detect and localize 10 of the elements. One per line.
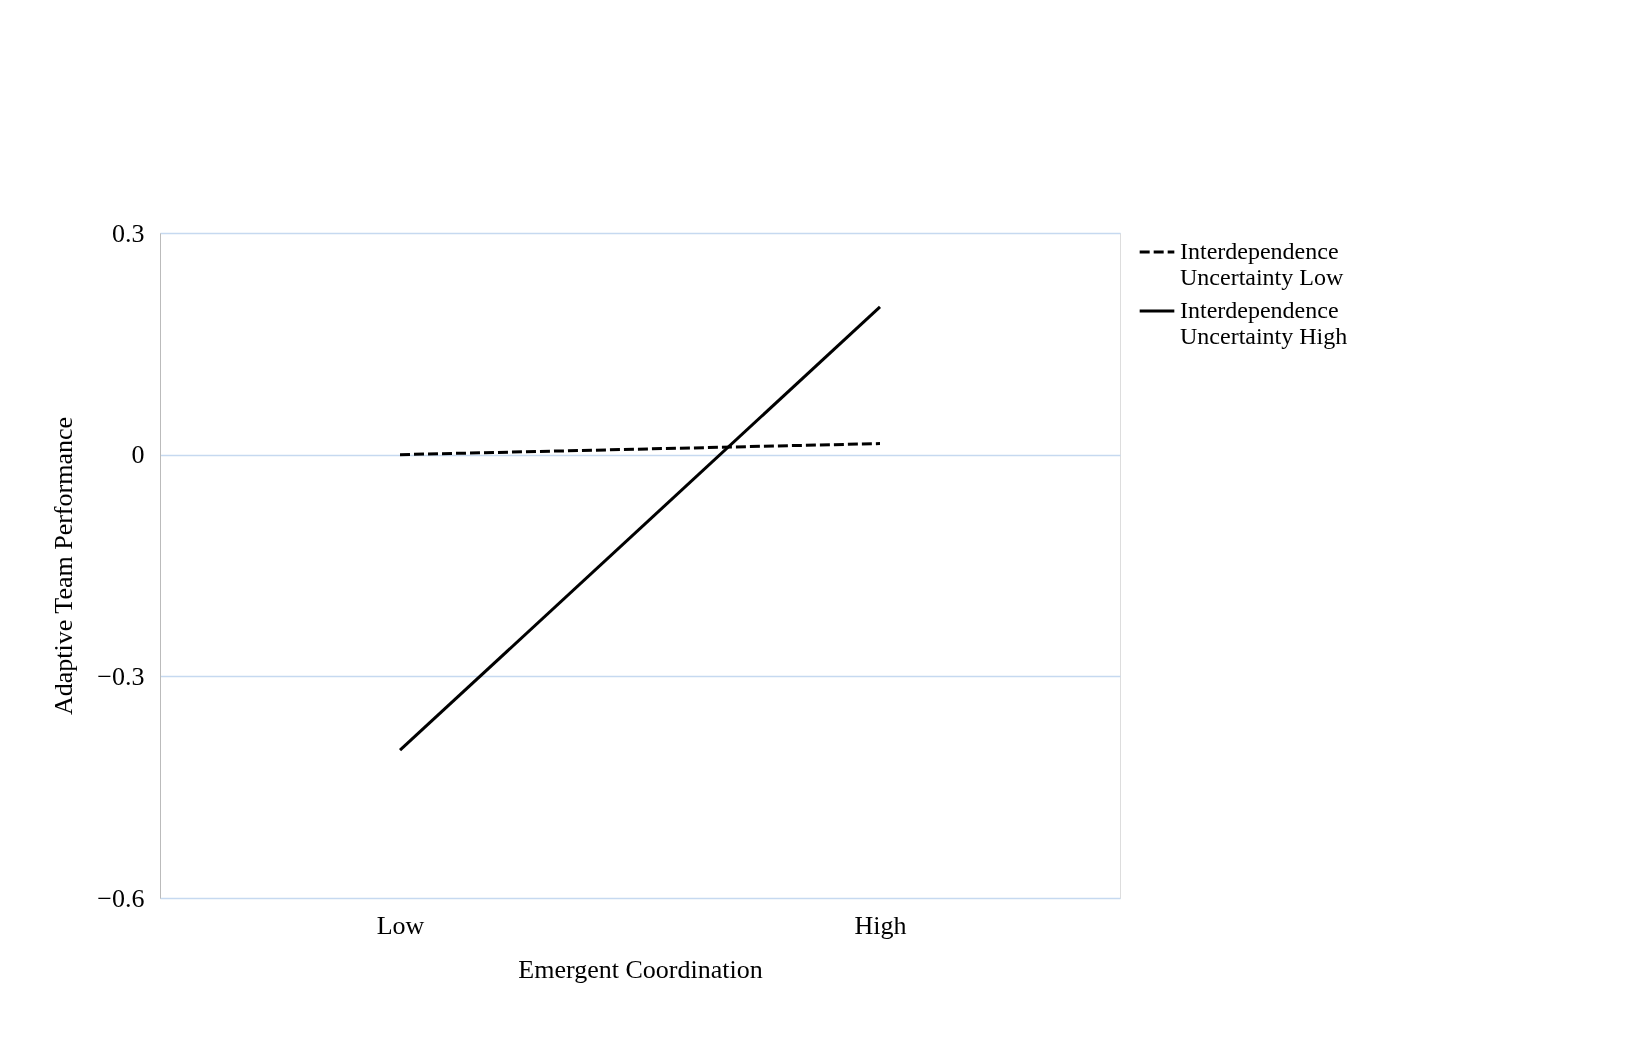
x-axis-title: Emergent Coordination	[518, 954, 763, 984]
x-tick-label: Low	[376, 910, 425, 940]
y-tick-label: −0.3	[97, 661, 145, 691]
legend-label: Interdependence Uncertainty Low	[1180, 238, 1344, 290]
y-tick-label: 0.3	[112, 218, 145, 248]
y-tick-label: −0.6	[97, 883, 145, 913]
x-tick-label: High	[854, 910, 907, 940]
y-axis-title: Adaptive Team Performance	[49, 416, 79, 716]
y-tick-label: 0	[131, 440, 145, 470]
legend-label: Interdependence Uncertainty High	[1180, 297, 1348, 349]
